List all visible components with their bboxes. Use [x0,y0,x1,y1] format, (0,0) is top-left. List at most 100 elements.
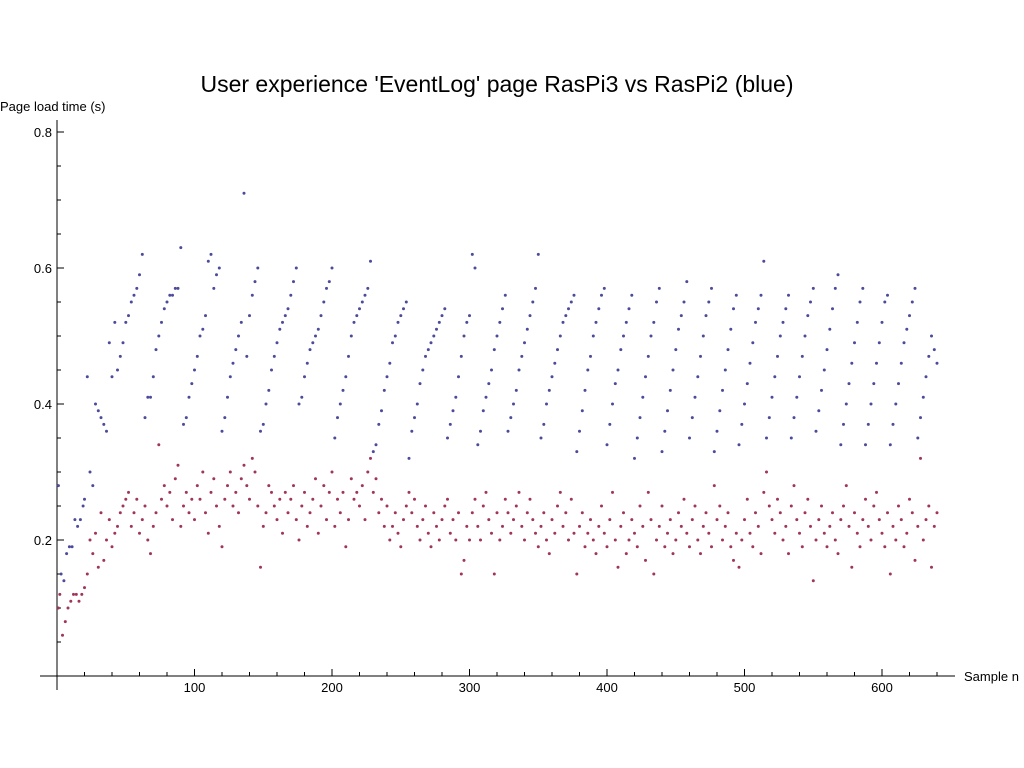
raspi2-data-point [624,320,628,324]
raspi2-data-point [668,388,672,392]
raspi3-data-point [682,497,686,501]
raspi2-data-point [393,334,397,338]
raspi3-data-point [245,484,249,488]
raspi2-data-point [591,334,595,338]
raspi2-data-point [897,382,900,386]
x-tick-label: 200 [321,680,343,695]
raspi3-data-point [61,633,64,637]
raspi3-data-point [352,497,356,501]
raspi2-data-point [655,300,658,304]
raspi2-data-point [718,409,722,413]
raspi2-data-point [627,307,631,311]
raspi3-data-point [388,538,392,542]
raspi3-data-point [754,511,757,515]
raspi3-data-point [308,511,312,515]
raspi3-data-point [63,620,67,624]
raspi3-data-point [88,538,92,542]
y-tick-label: 0.2 [34,533,52,548]
raspi3-data-point [275,518,279,522]
raspi2-data-point [652,320,656,324]
raspi3-data-point [545,538,548,542]
raspi3-data-point [666,531,669,535]
raspi2-data-point [630,293,634,297]
raspi2-data-point [875,361,878,365]
raspi2-data-point [492,348,496,352]
raspi3-data-point [655,538,658,542]
raspi3-data-point [286,511,290,515]
raspi3-data-point [822,531,826,535]
raspi3-data-point [396,531,400,535]
raspi3-data-point [446,497,449,501]
raspi3-data-point [935,511,939,515]
raspi3-data-point [839,518,843,522]
raspi2-data-point [767,416,771,420]
raspi3-data-point [710,545,713,549]
raspi2-data-point [506,429,510,433]
raspi3-data-point [569,497,573,501]
raspi3-data-point [894,538,898,542]
raspi3-data-point [891,524,895,528]
raspi2-data-point [278,327,282,331]
x-tick-label: 100 [184,680,206,695]
raspi3-data-point [314,477,317,481]
raspi2-data-point [396,320,400,324]
raspi3-data-point [883,545,887,549]
raspi2-data-point [787,293,790,297]
raspi2-data-point [864,443,867,447]
raspi3-data-point [261,524,265,528]
raspi3-data-point [825,545,829,549]
raspi2-data-point [575,450,579,454]
raspi2-data-point [872,382,876,386]
raspi3-data-point [627,538,631,542]
raspi2-data-point [729,327,733,331]
raspi2-data-point [715,429,719,433]
raspi2-data-point [776,354,779,358]
raspi2-data-point [457,375,460,379]
raspi2-data-point [217,266,221,270]
raspi3-data-point [490,531,493,535]
raspi3-data-point [333,524,337,528]
raspi2-data-point [781,320,785,324]
raspi2-data-point [424,354,427,358]
raspi2-data-point [586,368,590,372]
raspi2-data-point [270,368,273,372]
raspi3-data-point [190,497,194,501]
raspi3-data-point [231,504,235,508]
raspi2-data-point [525,327,529,331]
raspi3-data-point [479,538,482,542]
raspi3-data-point [399,545,403,549]
raspi2-data-point [468,314,471,318]
raspi2-data-point [886,293,889,297]
raspi3-data-point [789,504,793,508]
raspi2-data-point [275,341,279,345]
raspi3-data-point [872,504,876,508]
raspi3-data-point [770,518,774,522]
raspi2-data-point [919,416,922,420]
raspi3-data-point [402,518,405,522]
raspi2-data-point [594,320,598,324]
raspi3-data-point [424,504,427,508]
raspi2-data-point [602,286,606,290]
raspi2-data-point [76,524,80,528]
raspi3-data-point [930,565,933,569]
raspi3-data-point [297,538,301,542]
raspi3-data-point [913,558,917,562]
raspi3-data-point [294,518,298,522]
raspi2-data-point [905,327,909,331]
raspi2-data-point [558,334,562,338]
raspi2-data-point [732,307,735,311]
raspi2-data-point [242,191,246,195]
raspi3-data-point [798,531,801,535]
raspi2-data-point [407,456,411,460]
raspi2-data-point [462,334,466,338]
raspi3-data-point [165,504,169,508]
raspi3-data-point [707,531,711,535]
raspi2-data-point [712,450,716,454]
raspi3-data-point [385,504,389,508]
raspi3-data-point [377,511,381,515]
raspi2-data-point [677,327,680,331]
raspi3-data-point [110,545,114,549]
raspi3-data-point [96,565,100,569]
raspi2-data-point [204,314,207,318]
raspi3-data-point [723,524,727,528]
